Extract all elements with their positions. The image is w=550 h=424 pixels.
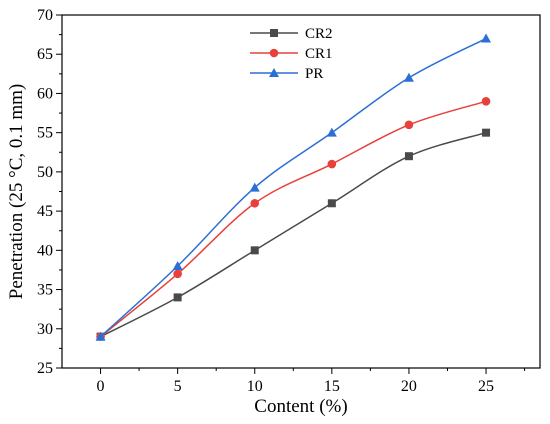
legend-marker-cr1 [269, 48, 279, 58]
data-point-cr2 [404, 152, 413, 161]
x-tick-label: 10 [247, 378, 263, 395]
data-point-cr2 [250, 246, 259, 255]
data-point-cr1 [327, 159, 337, 169]
legend-marker-pr [269, 68, 279, 77]
x-tick-label: 25 [478, 378, 494, 395]
legend-label-cr2: CR2 [305, 26, 333, 42]
series-line-pr [100, 37, 487, 338]
data-point-pr [95, 331, 106, 341]
x-tick-label: 20 [401, 378, 417, 395]
legend-label-cr1: CR1 [305, 46, 333, 62]
data-point-pr [326, 127, 337, 137]
y-axis-title: Penetration (25 °C, 0.1 mm) [6, 84, 27, 300]
data-point-cr2 [327, 199, 336, 208]
data-point-cr2 [173, 293, 182, 302]
data-point-cr1 [250, 198, 260, 208]
y-tick-label: 55 [37, 125, 53, 142]
y-tick-label: 40 [37, 242, 53, 259]
axes-layer: 0 5 10 15 20 25 25 30 35 40 45 50 55 60 65 70 [37, 7, 541, 395]
data-point-cr1 [481, 96, 491, 106]
data-point-pr [172, 261, 183, 271]
y-tick-label: 30 [37, 321, 53, 338]
series-line-cr1 [100, 100, 487, 338]
y-tick-label: 45 [37, 203, 53, 220]
y-tick-label: 65 [37, 46, 53, 63]
data-point-pr [481, 33, 492, 43]
y-tick-label: 25 [37, 360, 53, 377]
x-axis-title: Content (%) [254, 396, 347, 417]
plot-frame [61, 14, 541, 369]
legend-label-pr: PR [305, 66, 323, 82]
plot-layer [95, 33, 492, 341]
y-tick-label: 35 [37, 282, 53, 299]
legend: CR2 CR1 PR [250, 26, 333, 82]
x-tick-label: 15 [324, 378, 340, 395]
x-tick-label: 5 [174, 378, 182, 395]
y-tick-label: 60 [37, 85, 53, 102]
data-point-pr [249, 182, 260, 192]
data-point-pr [403, 72, 414, 82]
y-tick-label: 70 [37, 7, 53, 24]
x-tick-label: 0 [97, 378, 105, 395]
data-point-cr2 [482, 128, 491, 137]
y-tick-label: 50 [37, 164, 53, 181]
data-point-cr1 [404, 120, 414, 130]
series-line-cr2 [100, 131, 487, 338]
data-point-cr1 [173, 269, 182, 279]
legend-marker-cr2 [270, 29, 278, 37]
